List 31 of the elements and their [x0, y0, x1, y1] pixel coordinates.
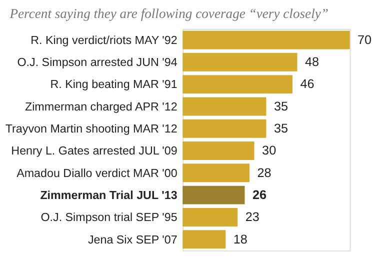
bar	[182, 30, 350, 50]
data-label: 46	[300, 77, 314, 92]
y-tick-label: R. King verdict/riots MAY '92	[30, 34, 178, 47]
y-tick-label: Amadou Diallo verdict MAR '00	[16, 166, 178, 180]
bar	[182, 119, 266, 138]
data-label: 18	[233, 232, 248, 246]
y-tick-label: Zimmerman Trial JUL '13	[40, 188, 178, 202]
y-tick-label: O.J. Simpson trial SEP '95	[40, 211, 178, 224]
y-tick-label: Trayvon Martin shooting MAR '12	[5, 122, 178, 136]
data-label: 28	[257, 166, 272, 180]
y-tick-label: Zimmerman charged APR '12	[24, 100, 178, 114]
data-label: 70	[358, 32, 372, 47]
bar	[182, 230, 226, 249]
chart-title: Percent saying they are following coverage “very closely”	[8, 6, 328, 22]
data-label: 26	[252, 188, 267, 202]
data-label: 35	[274, 122, 288, 136]
bar	[182, 164, 250, 182]
y-tick-label: R. King beating MAR '91	[50, 78, 178, 92]
bar	[182, 208, 238, 226]
bar	[182, 75, 292, 94]
data-label: 35	[274, 99, 288, 114]
data-label: 23	[245, 210, 260, 224]
bar	[182, 142, 254, 160]
y-tick-label: Henry L. Gates arrested JUL '09	[11, 144, 178, 158]
data-label: 30	[262, 144, 276, 158]
bar	[182, 52, 298, 72]
bar	[182, 186, 245, 204]
bar	[182, 97, 266, 116]
y-tick-label: O.J. Simpson arrested JUN '94	[17, 56, 178, 70]
y-tick-label: Jena Six SEP '07	[88, 233, 178, 246]
data-label: 48	[305, 55, 320, 70]
